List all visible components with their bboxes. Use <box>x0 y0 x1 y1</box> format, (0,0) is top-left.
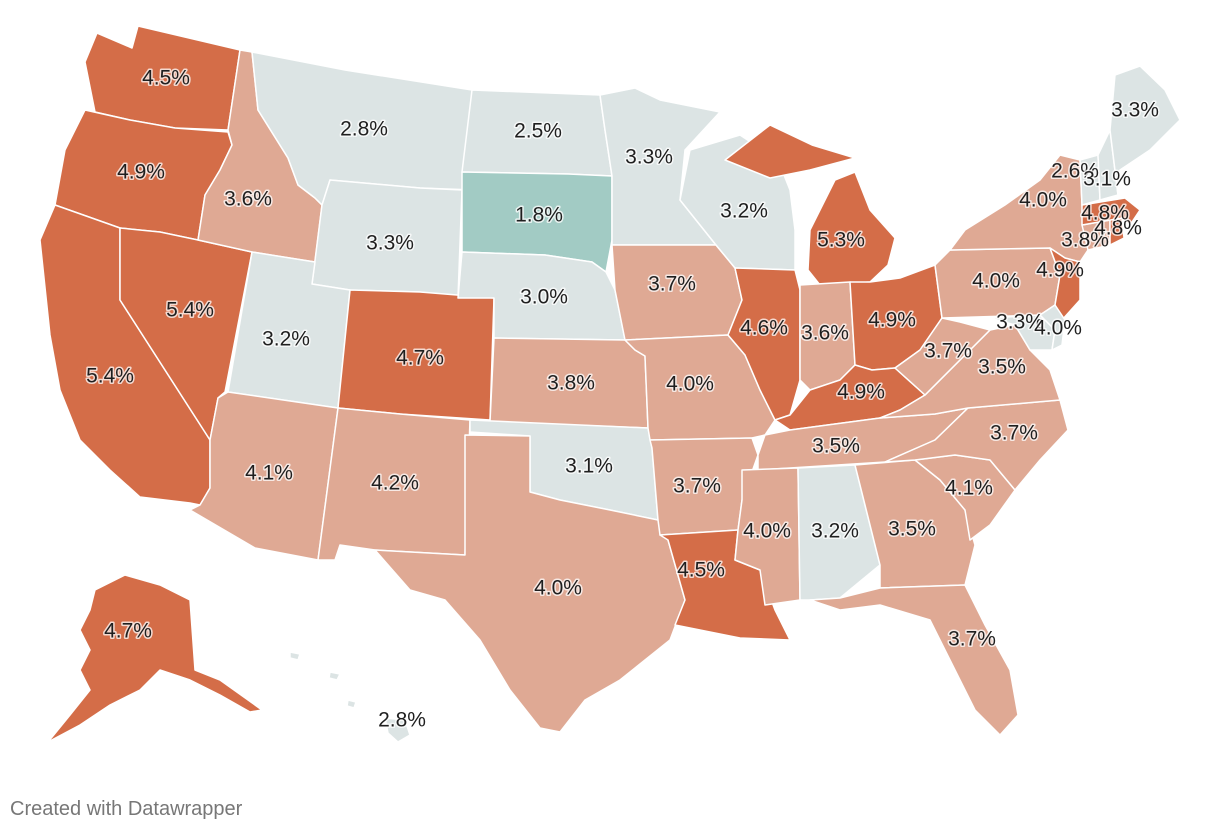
label-WI: 3.2% <box>720 200 768 223</box>
label-MD: 3.3% <box>996 311 1044 334</box>
label-NJ: 4.9% <box>1036 259 1084 282</box>
state-MA[interactable] <box>1081 197 1141 226</box>
label-TX: 4.0% <box>534 577 582 600</box>
label-DE: 4.0% <box>1034 317 1082 340</box>
label-KS: 3.8% <box>547 372 595 395</box>
state-WV[interactable] <box>894 317 991 396</box>
label-OR: 4.9% <box>117 161 165 184</box>
label-AL: 3.2% <box>811 520 859 543</box>
label-WY: 3.3% <box>366 232 414 255</box>
label-HI: 2.8% <box>378 709 426 732</box>
label-CO: 4.7% <box>396 347 444 370</box>
label-GA: 3.5% <box>888 518 936 541</box>
state-ME[interactable] <box>1109 65 1181 196</box>
label-CA: 5.4% <box>86 365 134 388</box>
label-NC: 3.7% <box>990 422 1038 445</box>
label-MN: 3.3% <box>625 146 673 169</box>
label-AK: 4.7% <box>104 620 152 643</box>
label-FL: 3.7% <box>948 628 996 651</box>
label-ID: 3.6% <box>224 188 272 211</box>
state-NV[interactable] <box>119 227 253 441</box>
label-UT: 3.2% <box>262 328 310 351</box>
state-NJ[interactable] <box>1049 247 1081 321</box>
label-SC: 4.1% <box>945 477 993 500</box>
state-NC[interactable] <box>884 399 1069 491</box>
label-NE: 3.0% <box>520 286 568 309</box>
label-VA: 3.5% <box>978 356 1026 379</box>
label-ME: 3.3% <box>1111 99 1159 122</box>
label-NM: 4.2% <box>371 472 419 495</box>
label-CT: 3.8% <box>1061 229 1109 252</box>
credit-text: Created with Datawrapper <box>10 798 243 820</box>
label-MA: 4.8% <box>1081 202 1129 225</box>
state-AK[interactable] <box>47 574 263 743</box>
label-MT: 2.8% <box>340 118 388 141</box>
label-OH: 4.9% <box>868 309 916 332</box>
label-IL: 4.6% <box>740 317 788 340</box>
state-DE[interactable] <box>1039 304 1066 351</box>
label-NY: 4.0% <box>1019 189 1067 212</box>
label-VT: 2.6% <box>1051 160 1099 183</box>
label-SD: 1.8% <box>515 204 563 227</box>
state-HI[interactable] <box>289 651 411 743</box>
label-KY: 4.9% <box>837 381 885 404</box>
label-NV: 5.4% <box>166 299 214 322</box>
label-AR: 3.7% <box>673 475 721 498</box>
label-AZ: 4.1% <box>245 462 293 485</box>
state-FL[interactable] <box>809 584 1019 736</box>
label-ND: 2.5% <box>514 120 562 143</box>
label-MO: 4.0% <box>666 373 714 396</box>
label-IA: 3.7% <box>648 273 696 296</box>
label-OK: 3.1% <box>565 455 613 478</box>
label-TN: 3.5% <box>812 435 860 458</box>
state-WA[interactable] <box>84 25 241 131</box>
label-NH: 3.1% <box>1083 168 1131 191</box>
label-RI: 4.8% <box>1094 217 1142 240</box>
label-LA: 4.5% <box>677 559 725 582</box>
label-PA: 4.0% <box>972 270 1020 293</box>
label-MI: 5.3% <box>817 229 865 252</box>
state-MI[interactable] <box>724 124 896 286</box>
label-MS: 4.0% <box>743 520 791 543</box>
label-WA: 4.5% <box>142 67 190 90</box>
state-TX[interactable] <box>374 434 686 733</box>
label-WV: 3.7% <box>924 340 972 363</box>
label-IN: 3.6% <box>801 322 849 345</box>
